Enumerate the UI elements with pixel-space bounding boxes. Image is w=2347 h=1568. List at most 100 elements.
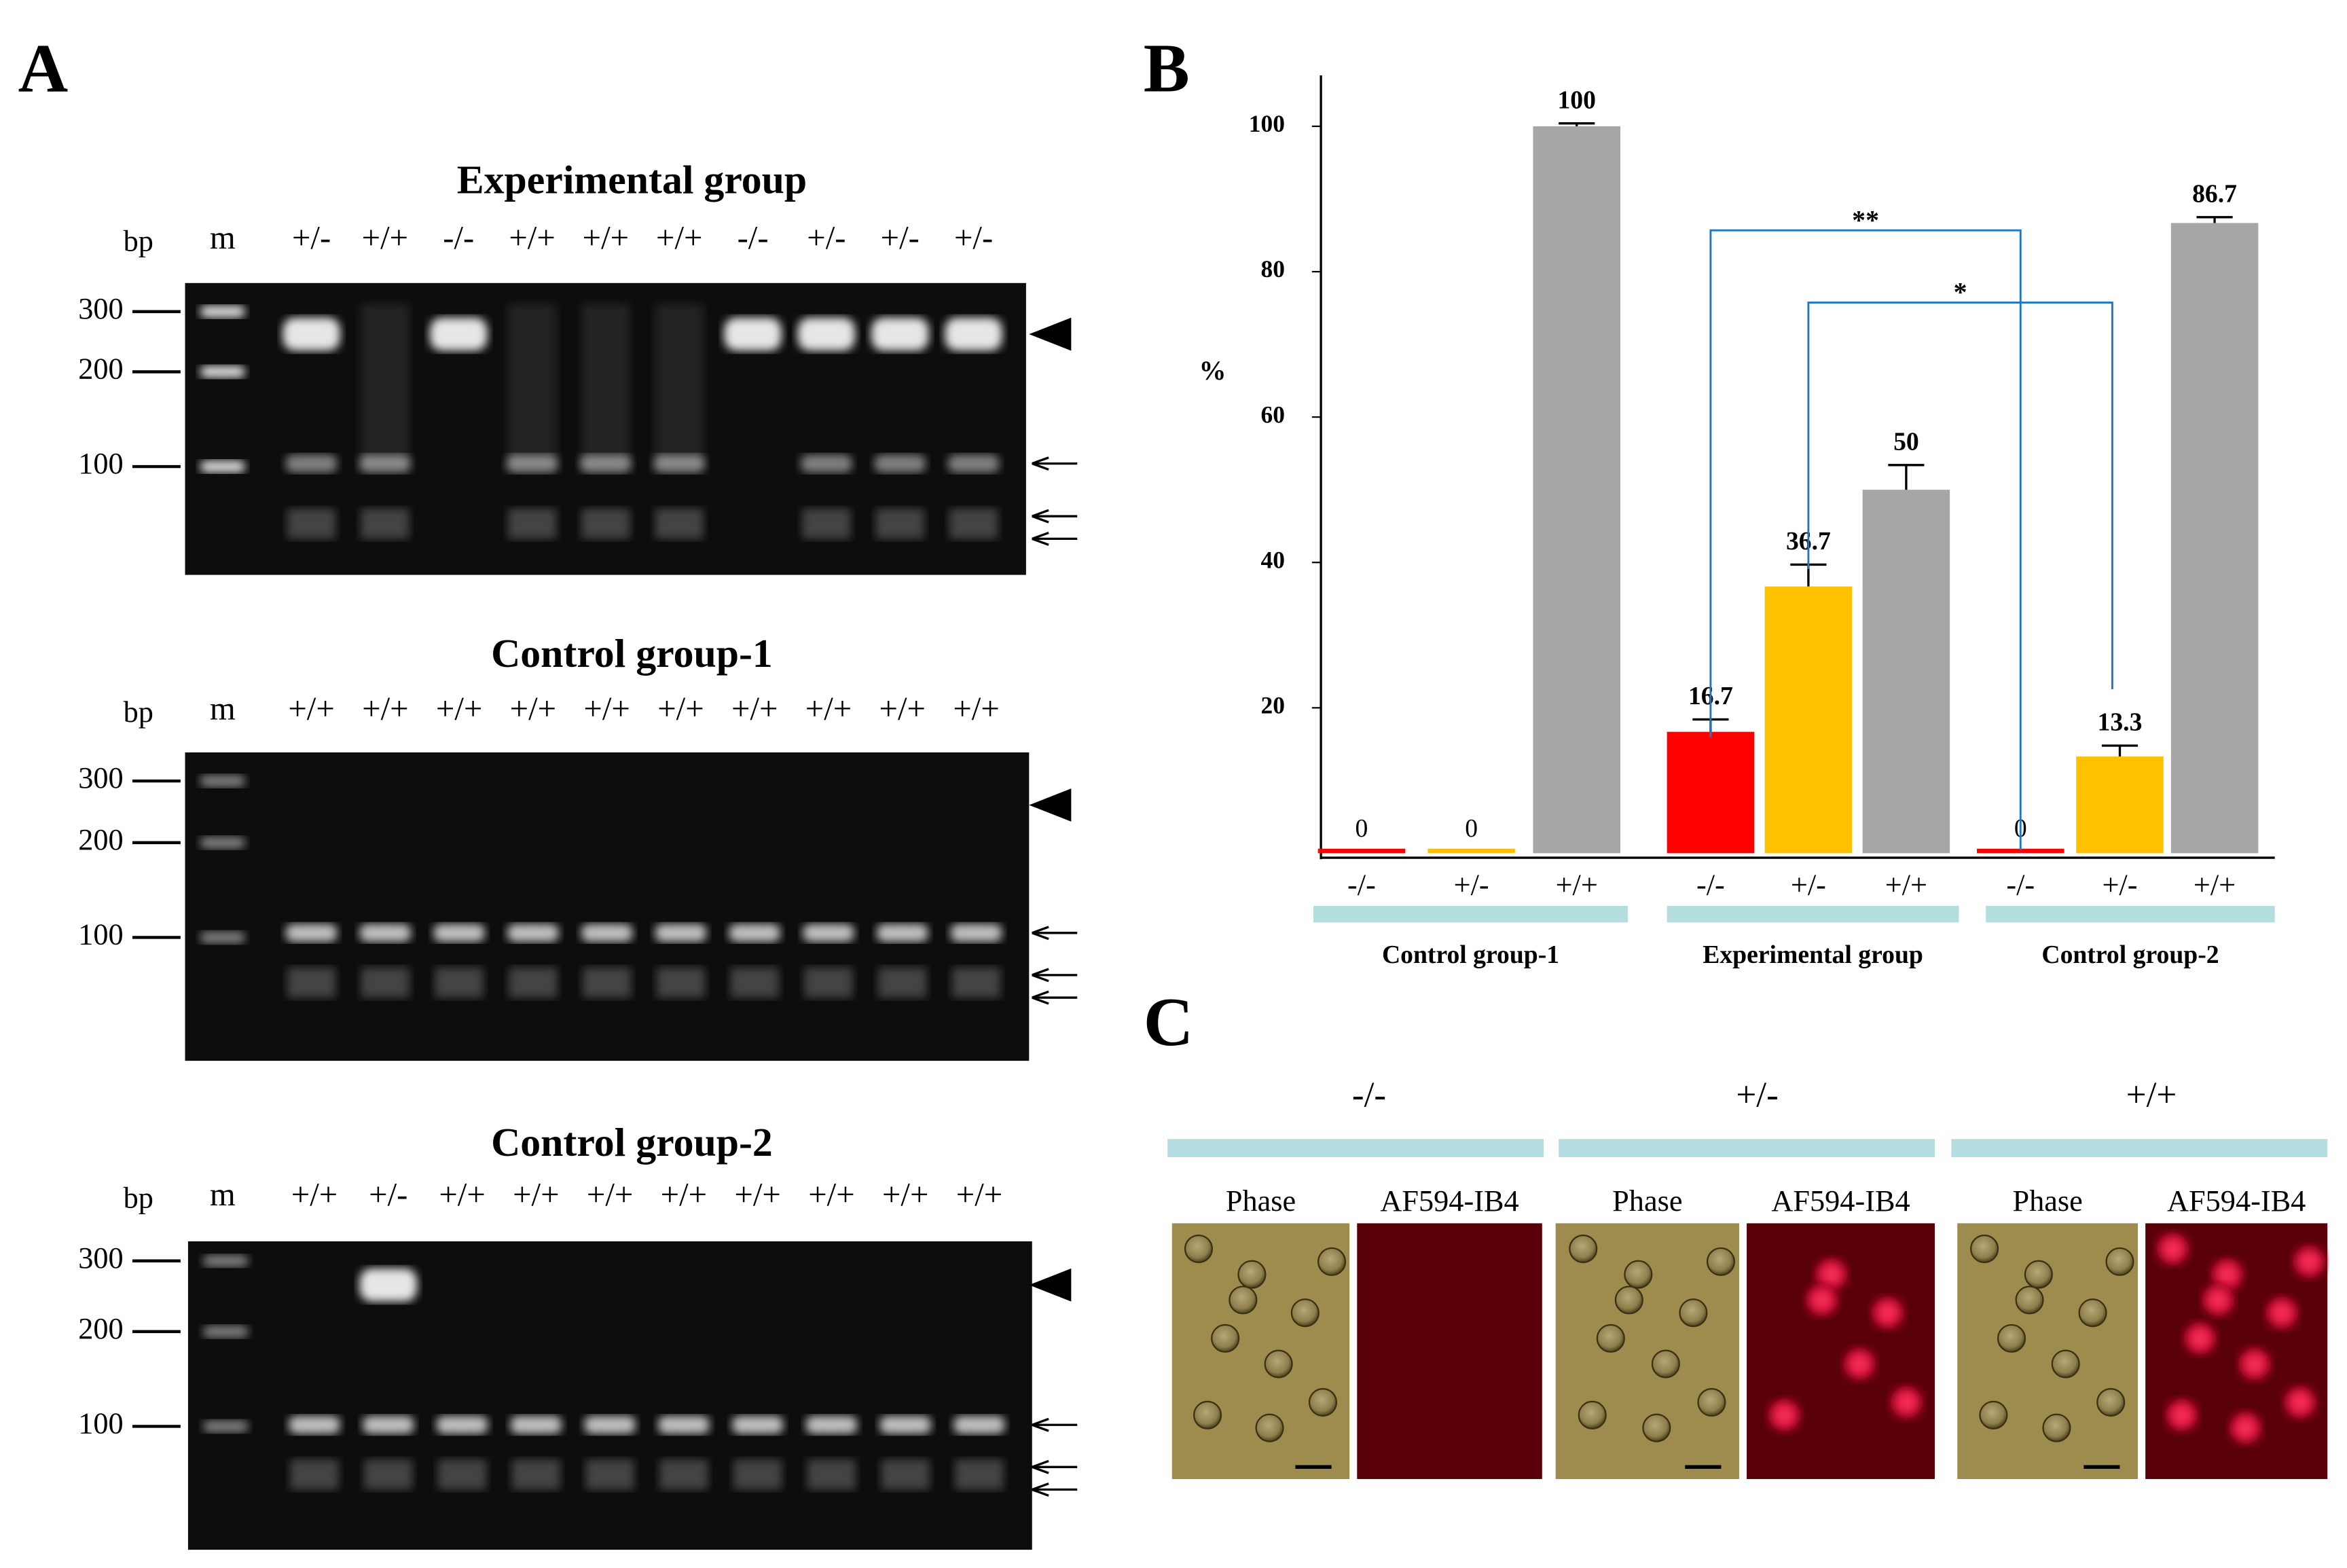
size-label: 100	[78, 447, 123, 480]
channel-label: Phase	[1226, 1184, 1296, 1218]
cell	[1184, 1235, 1214, 1264]
x-tick-label: -/-	[2006, 869, 2035, 902]
cell	[1237, 1260, 1267, 1289]
band-100	[805, 1415, 858, 1434]
lane-label: +/+	[661, 1176, 707, 1213]
size-label: 200	[78, 1312, 123, 1345]
ladder-band	[200, 775, 246, 787]
stained-cell	[2165, 1398, 2199, 1432]
band-100	[658, 1415, 710, 1434]
significance-bracket	[1709, 229, 2022, 850]
stained-cell	[2238, 1347, 2272, 1381]
unit-label: bp	[124, 224, 153, 257]
arrow-head	[1032, 531, 1049, 546]
ladder-band	[200, 837, 246, 849]
lane-label: +/+	[362, 690, 409, 727]
band-100	[436, 1415, 488, 1434]
band-low	[585, 1459, 634, 1490]
bar-chart: % 20 40 60 80 100 Control group-1 -/- 0 +/- 0 +/+ 10…	[1199, 75, 2275, 969]
panel-label: B	[1144, 30, 1190, 107]
cell	[1578, 1400, 1607, 1429]
size-label: 300	[78, 761, 123, 795]
smear	[361, 304, 410, 470]
band-low	[361, 509, 410, 539]
panel-label: A	[18, 30, 69, 107]
band-low	[730, 967, 779, 998]
arrow-head	[1032, 926, 1049, 941]
value-label: 100	[1557, 86, 1595, 114]
lane-label: +/+	[439, 1176, 486, 1213]
error-bar	[1559, 122, 1595, 126]
lane-label: +/-	[881, 219, 920, 256]
lane-label: +/+	[805, 690, 852, 727]
cell	[1679, 1298, 1708, 1328]
band-100	[285, 924, 338, 943]
fluorescence-image	[1357, 1223, 1542, 1480]
x-tick-label: -/-	[1696, 869, 1725, 902]
panel-label: C	[1144, 984, 1194, 1061]
cell	[1706, 1247, 1736, 1276]
band-100	[506, 454, 558, 473]
bar	[2076, 756, 2164, 854]
stained-cell	[1890, 1385, 1923, 1419]
ladder-band	[200, 931, 246, 944]
band-low	[881, 1459, 930, 1490]
group-label: Experimental group	[1703, 941, 1923, 969]
genotype-label: +/+	[2126, 1076, 2177, 1115]
y-tick-label: 60	[1261, 401, 1285, 428]
stained-cell	[2210, 1258, 2244, 1292]
band-low	[508, 509, 557, 539]
band-300	[359, 1268, 417, 1302]
lane-label: +/+	[956, 1176, 1003, 1213]
value-label: 0	[1356, 814, 1368, 843]
band-100	[874, 454, 926, 473]
ladder-band	[200, 365, 246, 378]
lane-label: +/+	[583, 690, 630, 727]
band-100	[285, 454, 338, 473]
band-low	[955, 1459, 1004, 1490]
x-tick-label: -/-	[1347, 869, 1376, 902]
channel-label: AF594-IB4	[1771, 1184, 1910, 1218]
band-100	[363, 1415, 414, 1434]
group-band	[1667, 905, 1959, 923]
band-100	[433, 924, 485, 943]
cell	[1308, 1387, 1338, 1417]
band-low	[287, 509, 336, 539]
x-tick-label: +/-	[1454, 869, 1489, 902]
unit-label: bp	[124, 1181, 153, 1214]
ladder-band	[203, 1326, 249, 1338]
bar	[1533, 126, 1620, 854]
band-300	[283, 317, 340, 351]
band-low	[659, 1459, 708, 1490]
arrow-head	[1032, 968, 1049, 983]
cell	[1596, 1324, 1625, 1353]
stained-cell	[2293, 1245, 2326, 1279]
gel	[187, 1241, 1032, 1550]
ladder-band	[203, 1254, 249, 1267]
cell	[1651, 1349, 1680, 1379]
gel	[185, 752, 1030, 1061]
band-300	[430, 317, 488, 351]
lane-label: -/-	[443, 219, 474, 256]
stained-cell	[2283, 1385, 2317, 1419]
bar	[1977, 848, 2064, 854]
size-label: 200	[78, 352, 123, 386]
cell	[1193, 1400, 1222, 1429]
cell	[2078, 1298, 2107, 1328]
cell	[2042, 1413, 2071, 1442]
stained-cell	[1815, 1258, 1849, 1292]
stained-cell	[1842, 1347, 1876, 1381]
band-low	[878, 967, 927, 998]
bar	[1317, 848, 1406, 854]
band-100	[877, 924, 928, 943]
arrowhead	[1029, 317, 1072, 351]
significance-bracket	[1807, 302, 2113, 689]
lane-label: +/+	[657, 690, 704, 727]
significance-label: *	[1954, 277, 1967, 308]
gel-title: Control group-2	[491, 1120, 773, 1165]
lane-label: +/+	[953, 690, 1000, 727]
cell	[1229, 1286, 1258, 1315]
lane-label: +/+	[731, 690, 778, 727]
band-100	[655, 924, 707, 943]
